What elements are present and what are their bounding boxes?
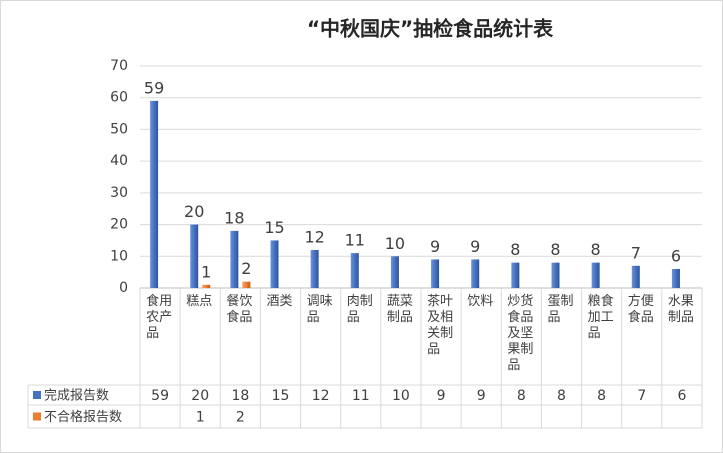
table-value: 8 [597, 388, 606, 404]
bar [350, 253, 359, 288]
bar [591, 262, 600, 288]
bar [190, 224, 199, 288]
data-label: 7 [631, 243, 641, 262]
y-tick-label: 0 [119, 280, 128, 296]
table-value: 15 [272, 388, 290, 404]
y-tick-label: 60 [110, 90, 128, 106]
bar [270, 240, 279, 288]
table-value: 9 [437, 388, 446, 404]
table-value: 8 [517, 388, 526, 404]
data-label: 1 [201, 262, 211, 281]
table-value: 1 [196, 410, 205, 426]
x-tick-label: 茶叶及相关制品 [427, 294, 454, 357]
x-tick-label: 粮食加工品 [587, 294, 614, 341]
data-label: 8 [510, 240, 520, 259]
x-tick-label: 饮料 [467, 294, 494, 309]
data-label: 20 [184, 202, 204, 221]
table-value: 18 [231, 388, 249, 404]
bar [671, 268, 680, 288]
table-value: 9 [477, 388, 486, 404]
bar [471, 259, 480, 288]
data-label: 2 [241, 259, 251, 278]
bar [310, 249, 319, 288]
bar [511, 262, 520, 288]
x-tick-label: 餐饮食品 [226, 294, 253, 325]
bar [431, 259, 440, 288]
legend-swatch [33, 391, 41, 399]
x-tick-label: 蔬菜制品 [386, 294, 413, 325]
bar [202, 284, 211, 288]
y-tick-label: 40 [110, 153, 128, 169]
y-tick-label: 70 [110, 58, 128, 74]
data-label: 9 [430, 237, 440, 256]
table-value: 10 [392, 388, 410, 404]
data-label: 10 [385, 234, 405, 253]
y-tick-label: 20 [110, 217, 128, 233]
x-tick-label: 糕点 [186, 294, 213, 309]
bar [551, 262, 560, 288]
table-value: 6 [677, 388, 686, 404]
x-tick-label: 水果制品 [667, 294, 694, 325]
table-value: 20 [191, 388, 209, 404]
x-tick-label: 酒类 [266, 294, 293, 309]
table-value: 12 [312, 388, 330, 404]
table-value: 7 [637, 388, 646, 404]
data-label: 6 [671, 246, 681, 265]
legend-label: 不合格报告数 [44, 409, 122, 425]
x-tick-label: 蛋制品 [547, 294, 574, 325]
data-label: 15 [264, 218, 284, 237]
chart-title: “中秋国庆”抽检食品统计表 [307, 17, 554, 41]
data-label: 12 [304, 227, 324, 246]
x-tick-label: 调味品 [306, 294, 333, 325]
y-tick-label: 50 [110, 121, 128, 137]
data-label: 9 [470, 237, 480, 256]
bar [390, 256, 399, 288]
table-value: 59 [151, 388, 169, 404]
y-tick-label: 10 [110, 248, 128, 264]
data-label: 8 [550, 240, 560, 259]
data-label: 8 [591, 240, 601, 259]
x-tick-label: 炒货食品及坚果制品 [507, 294, 534, 373]
bar [150, 100, 159, 288]
table-value: 11 [352, 388, 370, 404]
data-label: 11 [345, 231, 365, 250]
table-value: 2 [236, 410, 245, 426]
data-label: 59 [144, 78, 164, 97]
data-label: 18 [224, 208, 244, 227]
legend-label: 完成报告数 [44, 389, 109, 404]
bar [230, 230, 239, 288]
x-tick-label: 食用农产品 [146, 294, 173, 341]
y-tick-label: 30 [110, 185, 128, 201]
x-tick-label: 肉制品 [346, 294, 373, 325]
legend-swatch [33, 412, 41, 421]
bar [242, 281, 251, 288]
table-value: 8 [557, 388, 566, 404]
x-tick-label: 方便食品 [627, 294, 654, 325]
bar [631, 265, 640, 288]
